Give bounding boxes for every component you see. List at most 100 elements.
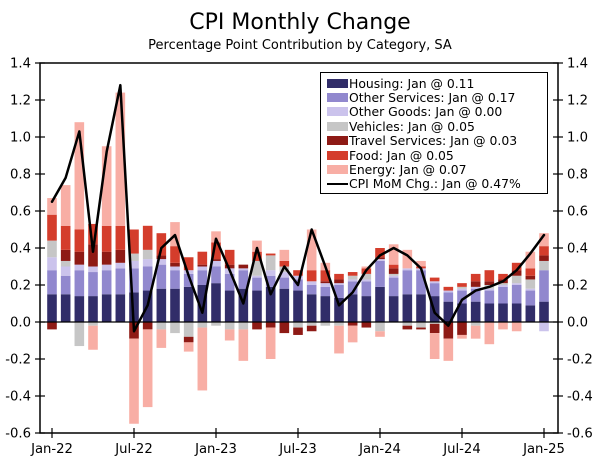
bar-segment bbox=[361, 266, 372, 269]
bar-segment bbox=[539, 233, 549, 247]
legend: Housing: Jan @ 0.11 Other Services: Jan … bbox=[320, 72, 548, 194]
legend-label: CPI MoM Chg.: Jan @ 0.47% bbox=[349, 176, 521, 192]
bar-segment bbox=[279, 260, 290, 267]
bar-segment bbox=[279, 272, 290, 278]
bar-segment bbox=[101, 146, 112, 226]
bar-segment bbox=[416, 327, 426, 330]
bar-segment bbox=[238, 268, 249, 271]
bar-segment bbox=[197, 266, 208, 271]
bar-segment bbox=[429, 283, 440, 297]
bar-segment bbox=[470, 301, 481, 322]
bar-segment bbox=[388, 273, 399, 276]
bar-segment bbox=[265, 286, 276, 322]
legend-label: Vehicles: Jan @ 0.05 bbox=[349, 118, 475, 134]
bar-segment bbox=[375, 259, 385, 261]
bar-segment bbox=[525, 305, 536, 322]
bar-segment bbox=[511, 283, 522, 285]
bar-segment bbox=[306, 285, 317, 295]
bar-segment bbox=[525, 279, 536, 289]
bar-segment bbox=[334, 322, 344, 326]
vehicles-swatch bbox=[327, 121, 348, 131]
y-tick-label-right: 0.6 bbox=[567, 205, 588, 220]
bar-segment bbox=[539, 301, 549, 322]
bar-segment bbox=[142, 259, 153, 267]
bar-segment bbox=[115, 268, 126, 295]
bar-segment bbox=[525, 275, 536, 280]
bar-segment bbox=[320, 322, 331, 326]
bar-segment bbox=[347, 272, 358, 276]
bar-segment bbox=[211, 266, 221, 284]
bar-segment bbox=[88, 296, 98, 322]
bar-segment bbox=[334, 325, 344, 354]
legend-item-other-goods: Other Goods: Jan @ 0.00 bbox=[327, 104, 545, 119]
bar-segment bbox=[402, 322, 413, 326]
bar-segment bbox=[511, 262, 522, 271]
bar-segment bbox=[183, 257, 194, 271]
y-tick-label-right: -0.6 bbox=[567, 427, 593, 442]
bar-segment bbox=[539, 270, 549, 302]
bar-segment bbox=[539, 322, 549, 332]
x-tick-label: Jan-25 bbox=[522, 442, 565, 457]
y-tick-label-right: 0.8 bbox=[567, 168, 588, 183]
bar-segment bbox=[238, 264, 249, 269]
bar-segment bbox=[156, 329, 167, 348]
bar-segment bbox=[156, 264, 167, 289]
bar-segment bbox=[293, 275, 303, 280]
bar-segment bbox=[88, 272, 98, 297]
bar-segment bbox=[129, 292, 139, 322]
y-tick-label-right: 1.2 bbox=[567, 94, 588, 109]
bar-segment bbox=[525, 290, 536, 306]
x-tick-label: Jul-24 bbox=[442, 442, 480, 457]
bar-segment bbox=[252, 322, 262, 330]
bar-segment bbox=[470, 273, 481, 282]
bar-segment bbox=[293, 327, 303, 335]
bar-segment bbox=[265, 253, 276, 256]
bar-segment bbox=[470, 325, 481, 339]
bar-segment bbox=[129, 229, 139, 254]
bar-segment bbox=[129, 338, 139, 424]
bar-segment bbox=[101, 225, 112, 252]
bar-segment bbox=[211, 322, 221, 326]
bar-segment bbox=[156, 255, 167, 260]
bar-segment bbox=[224, 290, 235, 322]
food-swatch bbox=[327, 150, 348, 160]
bar-segment bbox=[347, 294, 358, 322]
y-tick-label-right: -0.4 bbox=[567, 390, 593, 405]
bar-segment bbox=[224, 273, 235, 291]
bar-segment bbox=[484, 270, 495, 282]
bar-segment bbox=[211, 242, 221, 260]
bar-segment bbox=[429, 323, 440, 334]
bar-segment bbox=[361, 273, 372, 280]
bar-segment bbox=[429, 333, 440, 359]
bar-segment bbox=[129, 260, 139, 269]
bar-segment bbox=[539, 260, 549, 271]
bar-segment bbox=[74, 322, 85, 347]
bar-segment bbox=[60, 225, 71, 250]
bar-segment bbox=[320, 270, 331, 282]
y-tick-label-left: 0.6 bbox=[10, 205, 31, 220]
bar-segment bbox=[252, 290, 262, 322]
bar-segment bbox=[416, 270, 426, 295]
bar-segment bbox=[88, 325, 98, 350]
bar-segment bbox=[265, 327, 276, 359]
bar-segment bbox=[306, 229, 317, 271]
bar-segment bbox=[88, 266, 98, 273]
y-tick-label-left: 0.8 bbox=[10, 168, 31, 183]
bar-segment bbox=[170, 288, 180, 322]
bar-segment bbox=[457, 286, 467, 289]
bar-segment bbox=[511, 270, 522, 276]
bar-segment bbox=[183, 336, 194, 343]
bar-segment bbox=[156, 322, 167, 330]
bar-segment bbox=[388, 296, 399, 322]
bar-segment bbox=[142, 322, 153, 330]
bar-segment bbox=[511, 285, 522, 304]
bar-segment bbox=[498, 285, 508, 287]
bar-segment bbox=[457, 322, 467, 335]
bar-segment bbox=[388, 277, 399, 297]
bar-segment bbox=[279, 277, 290, 289]
bar-segment bbox=[375, 248, 385, 258]
bar-segment bbox=[211, 259, 221, 261]
bar-segment bbox=[115, 262, 126, 269]
bar-segment bbox=[279, 322, 290, 334]
bar-segment bbox=[539, 255, 549, 261]
